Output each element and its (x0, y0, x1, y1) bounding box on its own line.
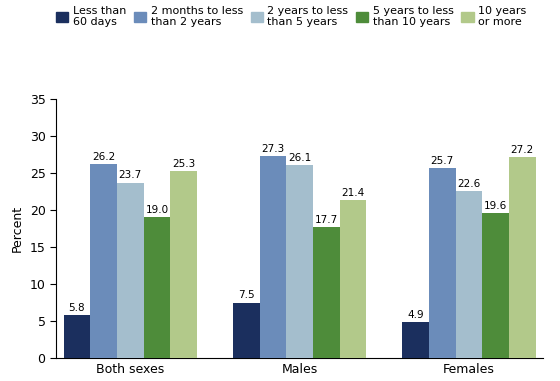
Bar (63, 315, 90, 358)
Bar (509, 157, 536, 358)
Text: 19.0: 19.0 (146, 205, 169, 215)
Bar (233, 303, 260, 358)
Text: 27.3: 27.3 (262, 144, 284, 154)
Bar (90, 164, 117, 358)
Text: 5.8: 5.8 (68, 303, 85, 313)
Y-axis label: Percent: Percent (11, 205, 24, 252)
Bar (286, 165, 313, 358)
Text: 26.2: 26.2 (92, 152, 115, 162)
Text: 21.4: 21.4 (342, 187, 365, 197)
Bar (143, 218, 170, 358)
Text: 7.5: 7.5 (238, 290, 255, 300)
Bar (313, 227, 339, 358)
Bar (260, 156, 286, 358)
Bar (339, 200, 366, 358)
Text: 19.6: 19.6 (484, 201, 507, 211)
Bar (482, 213, 509, 358)
Text: 26.1: 26.1 (288, 153, 311, 163)
Text: 17.7: 17.7 (315, 215, 338, 225)
Legend: Less than
60 days, 2 months to less
than 2 years, 2 years to less
than 5 years, : Less than 60 days, 2 months to less than… (56, 6, 526, 27)
Bar (170, 171, 197, 358)
Text: 22.6: 22.6 (458, 179, 480, 189)
Text: 4.9: 4.9 (407, 310, 424, 320)
Text: 27.2: 27.2 (511, 144, 534, 155)
Bar (117, 183, 143, 358)
Text: 23.7: 23.7 (119, 170, 142, 181)
Text: 25.7: 25.7 (431, 156, 454, 166)
Bar (429, 168, 456, 358)
Bar (402, 322, 429, 358)
Text: 25.3: 25.3 (172, 158, 195, 169)
Bar (456, 191, 482, 358)
